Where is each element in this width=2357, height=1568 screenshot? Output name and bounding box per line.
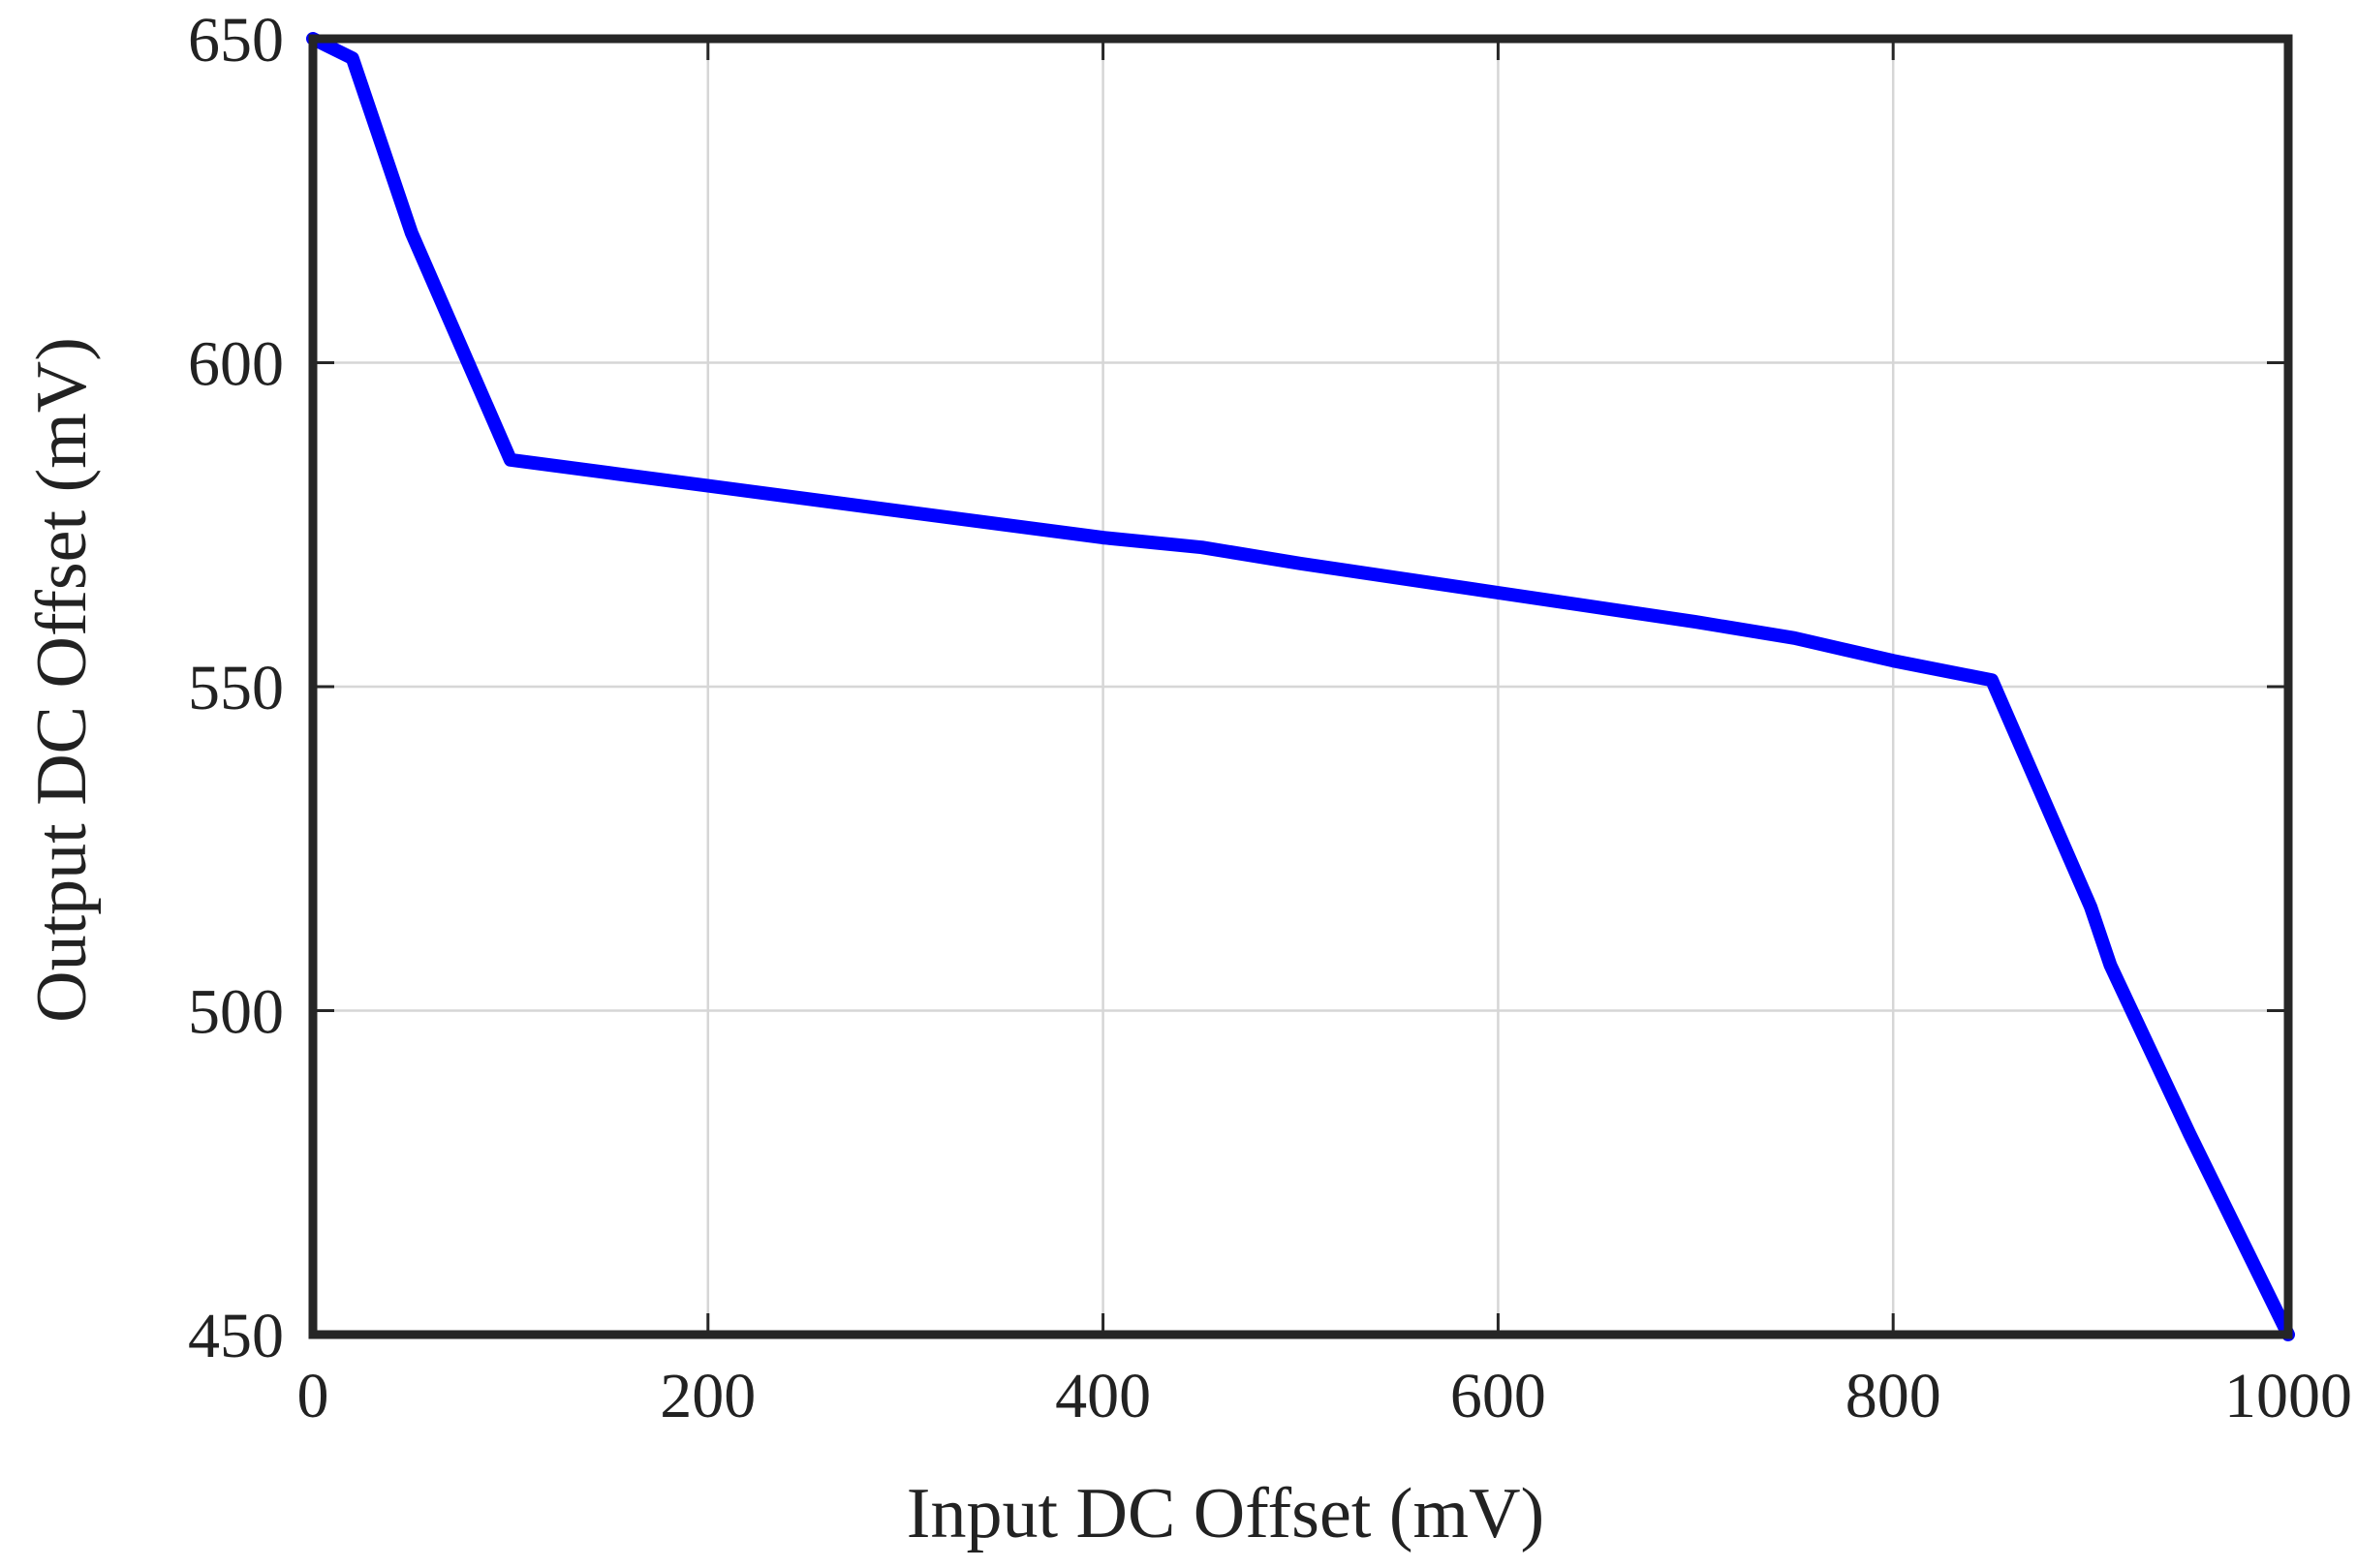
x-tick-label: 0 bbox=[297, 1361, 329, 1431]
x-tick-label: 800 bbox=[1845, 1361, 1941, 1431]
x-tick-label: 400 bbox=[1055, 1361, 1151, 1431]
series bbox=[306, 32, 2295, 1341]
y-tick-label: 650 bbox=[188, 5, 284, 76]
series-line bbox=[306, 32, 2295, 1341]
x-tick-label: 600 bbox=[1450, 1361, 1546, 1431]
y-tick-label: 600 bbox=[188, 329, 284, 400]
y-tick-labels: 450 500 550 600 650 bbox=[188, 5, 284, 1371]
x-tick-labels: 0 200 400 600 800 1000 bbox=[297, 1361, 2353, 1431]
y-axis-label: Output DC Offset (mV) bbox=[22, 337, 102, 1023]
x-tick-label: 1000 bbox=[2224, 1361, 2352, 1431]
x-tick-label: 200 bbox=[660, 1361, 756, 1431]
plot-frame bbox=[308, 34, 2293, 1339]
y-tick-label: 450 bbox=[188, 1301, 284, 1371]
y-tick-label: 500 bbox=[188, 977, 284, 1048]
x-axis-label: Input DC Offset (mV) bbox=[907, 1474, 1544, 1553]
grid bbox=[313, 39, 2288, 1335]
y-tick-label: 550 bbox=[188, 653, 284, 723]
